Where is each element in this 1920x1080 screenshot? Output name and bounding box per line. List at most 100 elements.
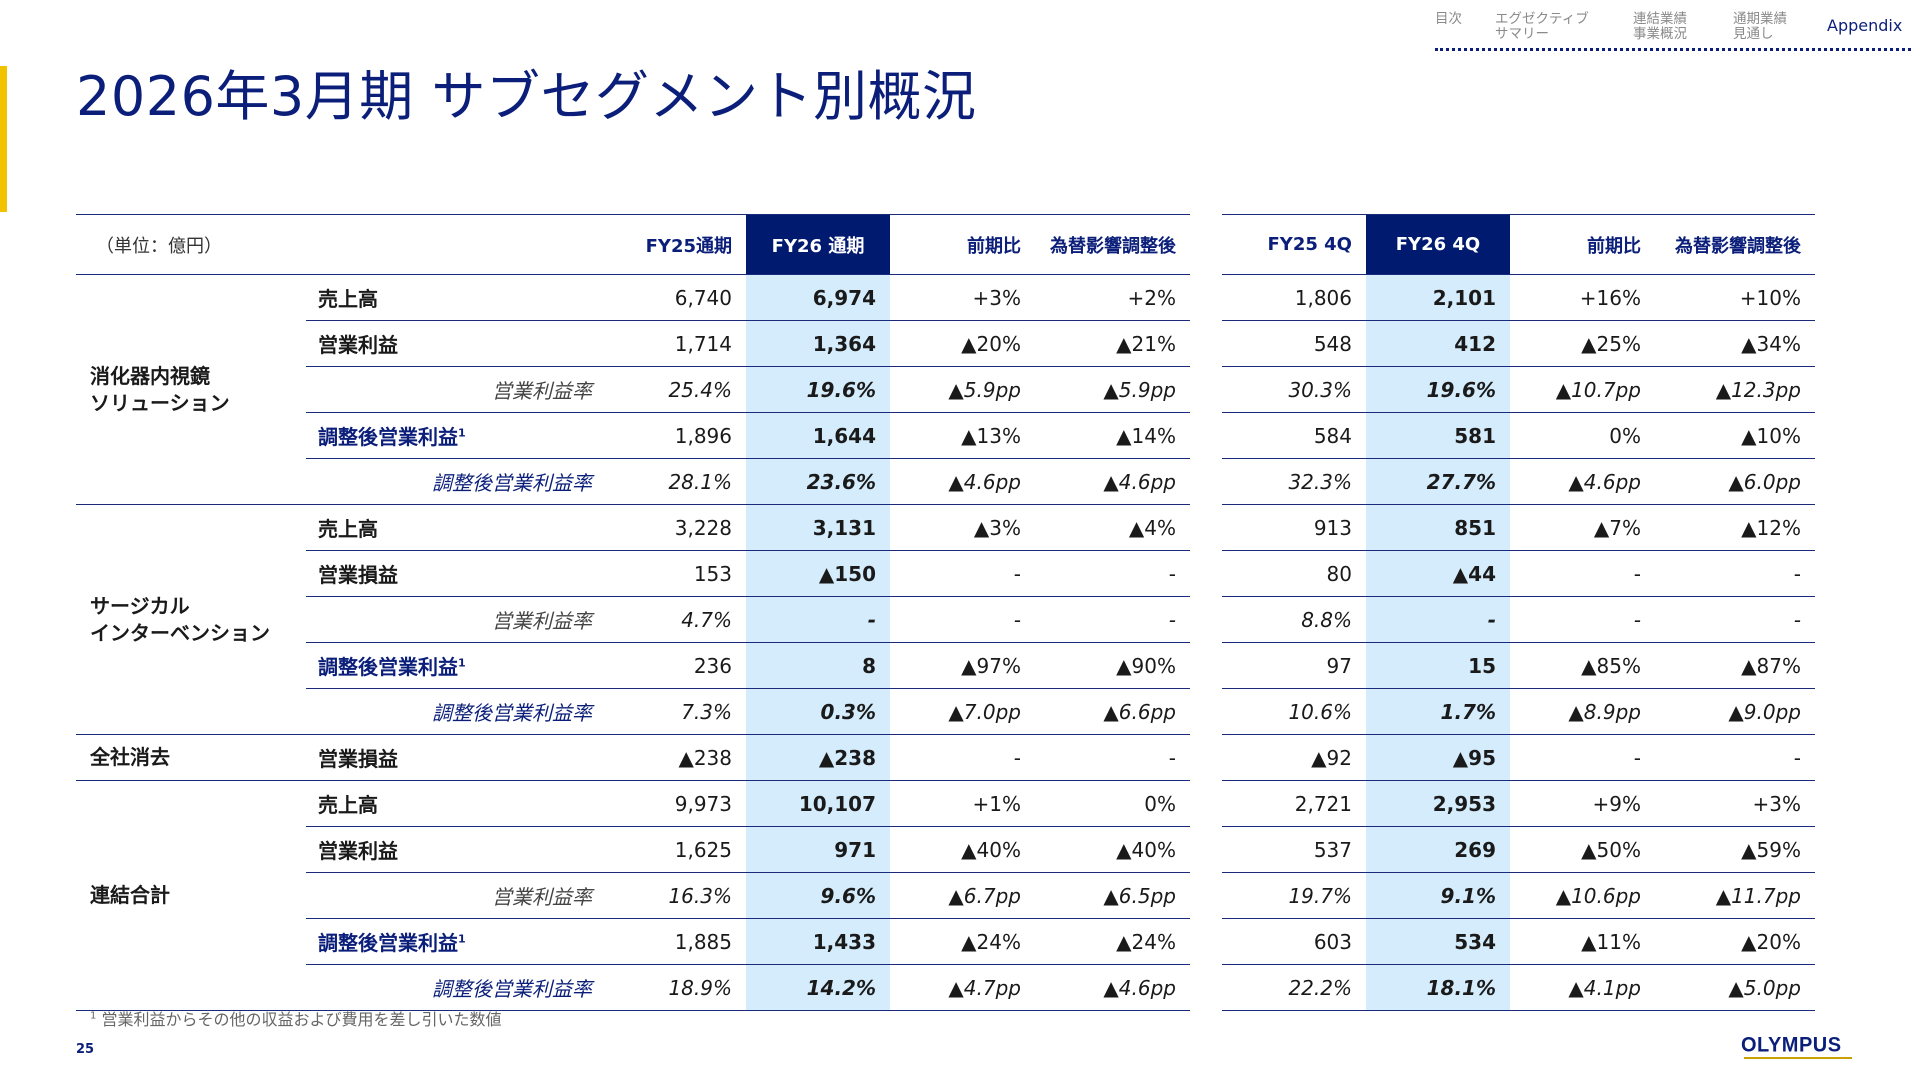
table-cell: 8.8% — [1222, 596, 1366, 643]
segment-label: 消化器内視鏡 ソリューション — [76, 274, 306, 505]
table-cell: 25.4% — [606, 366, 746, 413]
col-header: FY25通期 — [606, 214, 746, 275]
table-cell: ▲92 — [1222, 734, 1366, 781]
table-row: 2,721 2,953 +9% +3% — [1222, 780, 1815, 827]
table-cell: ▲24% — [890, 918, 1035, 965]
nav-item-appendix[interactable]: Appendix — [1827, 16, 1903, 35]
table-cell: ▲85% — [1510, 642, 1655, 689]
table-cell: ▲50% — [1510, 826, 1655, 873]
table-cell: +9% — [1510, 780, 1655, 827]
table-cell: - — [746, 596, 890, 643]
full-year-table: （単位：億円） FY25通期 FY26 通期 前期比 為替影響調整後 消化器内視… — [76, 214, 1190, 1011]
table-cell: ▲4.6pp — [1035, 964, 1190, 1011]
table-cell: ▲90% — [1035, 642, 1190, 689]
table-row: 営業利益率 25.4% 19.6% ▲5.9pp ▲5.9pp — [76, 366, 1190, 413]
table-cell: ▲150 — [746, 550, 890, 597]
segment-label: 全社消去 — [76, 734, 306, 781]
table-cell: 2,101 — [1366, 274, 1510, 321]
table-cell: +2% — [1035, 274, 1190, 321]
row-label: 売上高 — [306, 780, 606, 827]
table-cell: 1,714 — [606, 320, 746, 367]
table-cell: ▲7.0pp — [890, 688, 1035, 735]
table-cell: 534 — [1366, 918, 1510, 965]
page-title: 2026年3月期 サブセグメント別概況 — [76, 65, 977, 128]
table-cell: - — [1510, 596, 1655, 643]
table-cell: - — [1655, 734, 1815, 781]
col-header: 前期比 — [1510, 214, 1655, 275]
table-cell: ▲7% — [1510, 504, 1655, 551]
table-cell: ▲95 — [1366, 734, 1510, 781]
row-label: 営業損益 — [306, 734, 606, 781]
table-cell: ▲59% — [1655, 826, 1815, 873]
table-row: 調整後営業利益1 1,885 1,433 ▲24% ▲24% — [76, 918, 1190, 965]
nav-item-contents[interactable]: 目次 — [1435, 11, 1462, 27]
table-cell: - — [1035, 596, 1190, 643]
table-row: 1,806 2,101 +16% +10% — [1222, 274, 1815, 321]
row-label: 調整後営業利益率 — [306, 458, 606, 505]
table-cell: 4.7% — [606, 596, 746, 643]
nav-item-consolidated-results[interactable]: 連結業績 事業概況 — [1633, 11, 1687, 42]
table-cell: - — [1035, 734, 1190, 781]
table-row: 97 15 ▲85% ▲87% — [1222, 642, 1815, 689]
table-row: 537 269 ▲50% ▲59% — [1222, 826, 1815, 873]
table-cell: 412 — [1366, 320, 1510, 367]
table-cell: ▲9.0pp — [1655, 688, 1815, 735]
table-row: 30.3% 19.6% ▲10.7pp ▲12.3pp — [1222, 366, 1815, 413]
table-cell: ▲6.6pp — [1035, 688, 1190, 735]
table-cell: 9,973 — [606, 780, 746, 827]
table-cell: 19.6% — [1366, 366, 1510, 413]
table-cell: 584 — [1222, 412, 1366, 459]
table-cell: 97 — [1222, 642, 1366, 689]
table-cell: 8 — [746, 642, 890, 689]
table-cell: 269 — [1366, 826, 1510, 873]
table-cell: 10,107 — [746, 780, 890, 827]
table-cell: ▲10.7pp — [1510, 366, 1655, 413]
table-cell: 0% — [1035, 780, 1190, 827]
table-row: 調整後営業利益率 18.9% 14.2% ▲4.7pp ▲4.6pp — [76, 964, 1190, 1011]
table-cell: ▲20% — [890, 320, 1035, 367]
footnote: 1 営業利益からその他の収益および費用を差し引いた数値 — [90, 1010, 502, 1029]
table-cell: 537 — [1222, 826, 1366, 873]
row-label: 営業利益 — [306, 826, 606, 873]
row-label: 売上高 — [306, 504, 606, 551]
table-cell: ▲238 — [606, 734, 746, 781]
table-row: 営業利益率 4.7% - - - — [76, 596, 1190, 643]
table-cell: +10% — [1655, 274, 1815, 321]
title-accent-bar — [0, 66, 7, 212]
table-cell: 19.7% — [1222, 872, 1366, 919]
col-header-highlight: FY26 4Q — [1366, 214, 1510, 275]
col-header: 為替影響調整後 — [1035, 214, 1190, 275]
row-label: 売上高 — [306, 274, 606, 321]
table-row: 調整後営業利益1 236 8 ▲97% ▲90% — [76, 642, 1190, 689]
row-label: 営業利益率 — [306, 366, 606, 413]
nav-underline — [1435, 48, 1911, 51]
table-cell: 18.9% — [606, 964, 746, 1011]
table-cell: 16.3% — [606, 872, 746, 919]
table-cell: ▲12.3pp — [1655, 366, 1815, 413]
table-cell: - — [1035, 550, 1190, 597]
table-cell: 10.6% — [1222, 688, 1366, 735]
row-label: 営業利益 — [306, 320, 606, 367]
table-cell: 3,131 — [746, 504, 890, 551]
table-cell: 6,740 — [606, 274, 746, 321]
table-cell: 1,644 — [746, 412, 890, 459]
table-cell: ▲4.6pp — [890, 458, 1035, 505]
table-row: 調整後営業利益率 7.3% 0.3% ▲7.0pp ▲6.6pp — [76, 688, 1190, 735]
table-cell: ▲4% — [1035, 504, 1190, 551]
row-label: 営業損益 — [306, 550, 606, 597]
col-header-highlight: FY26 通期 — [746, 214, 890, 275]
table-cell: ▲6.0pp — [1655, 458, 1815, 505]
table-row: 全社消去 営業損益 ▲238 ▲238 - - — [76, 734, 1190, 781]
nav-item-full-year-forecast[interactable]: 通期業績 見通し — [1733, 11, 1787, 42]
table-row: 80 ▲44- - — [1222, 550, 1815, 597]
table-cell: 3,228 — [606, 504, 746, 551]
table-cell: ▲40% — [890, 826, 1035, 873]
table-cell: ▲11% — [1510, 918, 1655, 965]
nav-item-executive-summary[interactable]: エグゼクティブ サマリー — [1495, 11, 1589, 42]
table-row: 営業利益率 16.3% 9.6% ▲6.7pp ▲6.5pp — [76, 872, 1190, 919]
table-header-row: FY25 4Q FY26 4Q 前期比 為替影響調整後 — [1222, 214, 1815, 275]
table-cell: ▲4.6pp — [1035, 458, 1190, 505]
table-cell: 2,953 — [1366, 780, 1510, 827]
table-row: 調整後営業利益率 28.1% 23.6% ▲4.6pp ▲4.6pp — [76, 458, 1190, 505]
table-header-row: （単位：億円） FY25通期 FY26 通期 前期比 為替影響調整後 — [76, 214, 1190, 275]
